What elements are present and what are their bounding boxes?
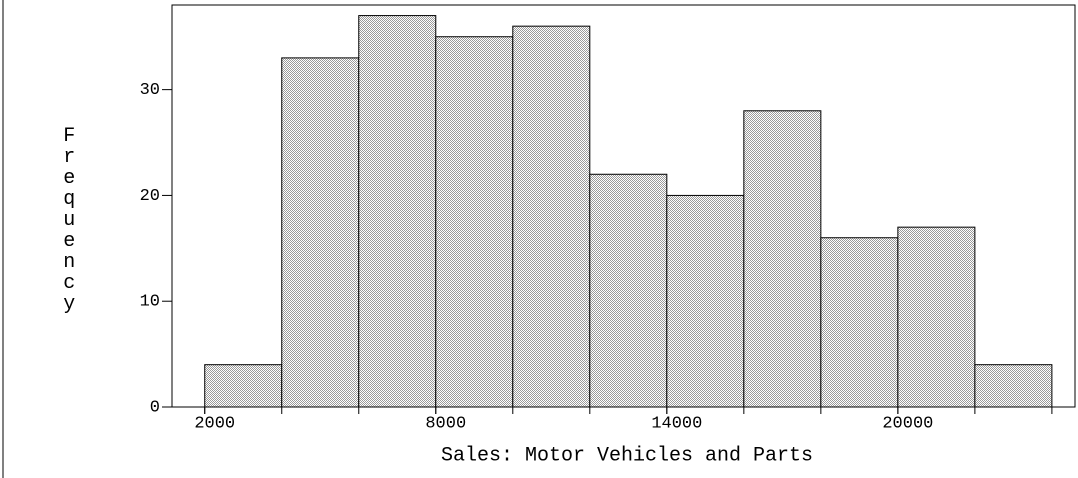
bar <box>743 110 822 408</box>
bar <box>820 237 899 408</box>
bar <box>281 57 360 408</box>
bar <box>589 173 668 408</box>
bar <box>204 364 283 408</box>
y-tick-label: 10 <box>140 293 160 312</box>
x-tick-label: 2000 <box>194 414 235 433</box>
bar <box>358 15 437 408</box>
x-tick-label: 20000 <box>882 414 933 433</box>
y-tick-label: 20 <box>140 187 160 206</box>
x-axis-label: Sales: Motor Vehicles and Parts <box>441 444 813 467</box>
x-tick-label: 8000 <box>425 414 466 433</box>
y-axis-label: Frequency <box>58 125 81 314</box>
y-tick-label: 30 <box>140 81 160 100</box>
bar <box>666 194 745 408</box>
bar <box>974 364 1053 408</box>
bar <box>897 226 976 408</box>
x-tick-label: 14000 <box>651 414 702 433</box>
y-tick-label: 0 <box>150 398 160 417</box>
bar <box>435 36 514 408</box>
bar <box>512 25 591 408</box>
